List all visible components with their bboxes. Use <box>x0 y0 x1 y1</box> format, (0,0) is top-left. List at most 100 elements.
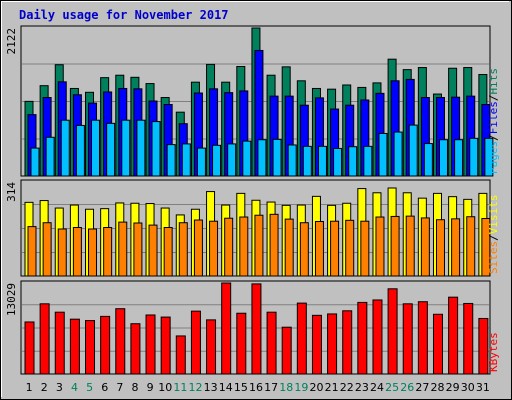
bar-pages-day-8 <box>136 119 146 177</box>
legend-kbytes-panel: KBytes <box>487 332 500 372</box>
bar-pages-day-23 <box>363 145 373 177</box>
bar-sites-day-30 <box>466 216 476 277</box>
bar-kbytes-day-9 <box>145 314 156 375</box>
legend-item: / <box>487 234 500 241</box>
x-tick-label: 13 <box>204 381 218 394</box>
x-tick-label: 8 <box>131 381 138 394</box>
x-tick-label: 22 <box>340 381 354 394</box>
bar-kbytes-day-11 <box>175 335 186 375</box>
x-tick-label: 30 <box>461 381 475 394</box>
bar-pages-day-3 <box>60 119 70 177</box>
bar-sites-day-28 <box>435 219 445 277</box>
bar-sites-day-11 <box>178 222 188 277</box>
bar-sites-day-21 <box>330 220 340 277</box>
bar-kbytes-day-13 <box>206 319 217 375</box>
bar-sites-day-10 <box>163 227 173 277</box>
x-tick-label: 9 <box>147 381 154 394</box>
bar-sites-day-12 <box>193 219 203 277</box>
bar-sites-day-7 <box>118 221 128 277</box>
x-tick-label: 19 <box>294 381 308 394</box>
bar-sites-day-6 <box>103 227 113 277</box>
x-tick-label: 12 <box>188 381 202 394</box>
bar-pages-day-24 <box>378 132 388 177</box>
bar-kbytes-day-16 <box>251 283 262 375</box>
bar-pages-day-5 <box>91 119 101 177</box>
bar-sites-day-22 <box>345 219 355 277</box>
bar-sites-day-23 <box>360 220 370 277</box>
bar-pages-day-17 <box>272 138 282 177</box>
x-tick-label: 31 <box>476 381 490 394</box>
bar-sites-day-20 <box>314 221 324 277</box>
legend-visits-panel: Sites/Visits <box>487 195 500 275</box>
bar-pages-day-18 <box>287 144 297 177</box>
bar-kbytes-day-28 <box>432 313 443 375</box>
legend-hits-panel: Pages/Files/Hits <box>487 68 500 174</box>
bar-pages-day-31 <box>484 137 494 177</box>
bar-kbytes-day-26 <box>402 303 413 375</box>
x-tick-label: 7 <box>116 381 123 394</box>
bar-kbytes-day-29 <box>448 296 459 375</box>
bar-kbytes-day-14 <box>221 282 232 375</box>
x-tick-label: 6 <box>101 381 108 394</box>
bar-pages-day-2 <box>45 136 55 177</box>
legend-item: Hits <box>487 68 500 95</box>
x-tick-label: 21 <box>325 381 339 394</box>
bar-kbytes-day-17 <box>266 311 277 375</box>
bar-kbytes-day-1 <box>24 321 35 375</box>
bar-sites-day-26 <box>405 215 415 277</box>
bar-kbytes-day-24 <box>372 299 383 375</box>
bar-pages-day-19 <box>302 145 312 177</box>
bar-pages-day-9 <box>151 121 161 177</box>
legend-item: Pages <box>487 141 500 174</box>
y-max-label: 13029 <box>5 283 18 316</box>
bar-kbytes-day-2 <box>39 303 50 375</box>
x-tick-label: 23 <box>355 381 369 394</box>
x-tick-label: 27 <box>415 381 429 394</box>
bar-sites-day-29 <box>451 218 461 277</box>
bar-sites-day-27 <box>420 217 430 277</box>
bar-kbytes-day-5 <box>85 320 96 375</box>
bar-kbytes-day-10 <box>160 316 171 375</box>
bar-kbytes-day-31 <box>478 317 489 375</box>
bar-pages-day-10 <box>166 144 176 177</box>
chart-title: Daily usage for November 2017 <box>19 8 229 22</box>
bar-pages-day-25 <box>393 131 403 177</box>
x-tick-label: 24 <box>370 381 384 394</box>
legend-item: Visits <box>487 195 500 235</box>
bar-pages-day-1 <box>30 147 40 177</box>
bar-sites-day-9 <box>148 224 158 277</box>
bar-kbytes-day-3 <box>54 311 65 375</box>
bar-pages-day-13 <box>212 144 222 177</box>
bar-pages-day-11 <box>181 143 191 177</box>
bar-sites-day-19 <box>299 222 309 277</box>
bar-sites-day-8 <box>133 222 143 277</box>
bar-kbytes-day-20 <box>311 314 322 375</box>
legend-item: Sites <box>487 241 500 274</box>
bar-sites-day-31 <box>481 218 491 277</box>
x-tick-label: 29 <box>446 381 460 394</box>
x-tick-label: 11 <box>173 381 187 394</box>
bar-pages-day-22 <box>348 146 358 177</box>
bar-sites-day-2 <box>42 222 52 277</box>
x-tick-label: 14 <box>219 381 233 394</box>
bar-kbytes-day-4 <box>69 318 80 375</box>
bar-sites-day-15 <box>239 216 249 277</box>
x-tick-label: 4 <box>71 381 78 394</box>
bar-kbytes-day-19 <box>296 302 307 375</box>
x-tick-label: 5 <box>86 381 93 394</box>
bar-kbytes-day-23 <box>357 301 368 375</box>
x-tick-label: 15 <box>234 381 248 394</box>
legend-item: / <box>487 134 500 141</box>
x-tick-label: 16 <box>249 381 263 394</box>
bar-sites-day-13 <box>209 220 219 277</box>
bar-sites-day-24 <box>375 216 385 277</box>
bar-sites-day-16 <box>254 214 264 277</box>
frame-highlight <box>1 1 2 397</box>
bar-kbytes-day-27 <box>417 301 428 375</box>
bar-kbytes-day-12 <box>190 310 201 375</box>
bar-sites-day-5 <box>88 228 98 277</box>
bar-kbytes-day-7 <box>115 308 126 375</box>
bar-kbytes-day-15 <box>236 312 247 375</box>
bar-kbytes-day-18 <box>281 326 292 375</box>
legend-item: KBytes <box>487 332 500 372</box>
